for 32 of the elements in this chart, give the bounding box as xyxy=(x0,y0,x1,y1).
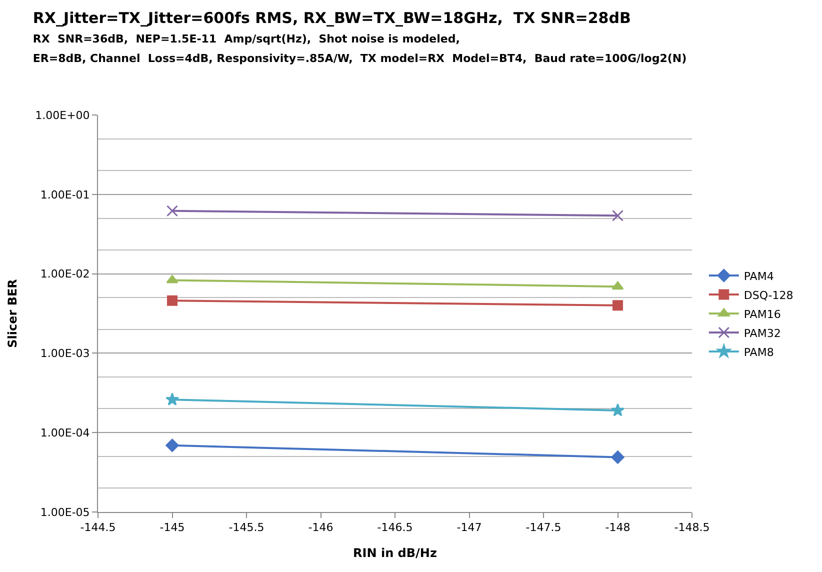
legend-label: PAM32 xyxy=(744,326,781,340)
point xyxy=(612,300,623,311)
x-tick-label: -147.5 xyxy=(526,521,562,534)
point xyxy=(166,438,179,452)
y-tick-label: 1.00E+00 xyxy=(35,108,90,122)
y-tick-label: 1.00E-05 xyxy=(40,506,90,519)
point xyxy=(166,392,179,406)
y-axis-title: Slicer BER xyxy=(5,279,20,348)
point xyxy=(166,205,178,217)
x-tick-label: -145.5 xyxy=(228,521,264,534)
legend-label: PAM4 xyxy=(744,270,774,283)
chart-subtitle: RX SNR=36dB, NEP=1.5E-11 Amp/sqrt(Hz), Shot noise is modeled, ER=8dB, Channel Loss=4dB, Responsivity=.85A/W, TX model=RX Model=BT4, Baud rate=100G/log2(N) xyxy=(32,32,687,65)
x-axis-title: RIN in dB/Hz xyxy=(353,546,437,560)
point xyxy=(611,450,624,464)
x-tick-label: -148.5 xyxy=(674,521,710,534)
chart-title: RX_Jitter=TX_Jitter=600fs RMS, RX_BW=TX_BW=18GHz, TX SNR=28dB xyxy=(32,8,631,27)
x-tick-label: -147 xyxy=(456,521,482,534)
y-tick-label: 1.00E-03 xyxy=(40,347,90,360)
y-tick-label: 1.00E-01 xyxy=(40,188,90,202)
legend-label: PAM8 xyxy=(744,346,774,359)
x-tick-label: -146 xyxy=(308,521,334,534)
point xyxy=(611,403,624,416)
x-tick-label: -144.5 xyxy=(80,521,116,534)
point xyxy=(167,295,178,306)
x-tick-label: -148 xyxy=(605,521,630,534)
legend-label: DSQ-128 xyxy=(744,288,794,302)
point xyxy=(612,210,624,222)
x-tick-label: -145 xyxy=(160,521,185,534)
y-tick-label: 1.00E-04 xyxy=(40,426,90,440)
legend-label: PAM16 xyxy=(744,308,781,321)
x-tick-label: -146.5 xyxy=(377,521,413,534)
y-tick-label: 1.00E-02 xyxy=(40,268,90,281)
